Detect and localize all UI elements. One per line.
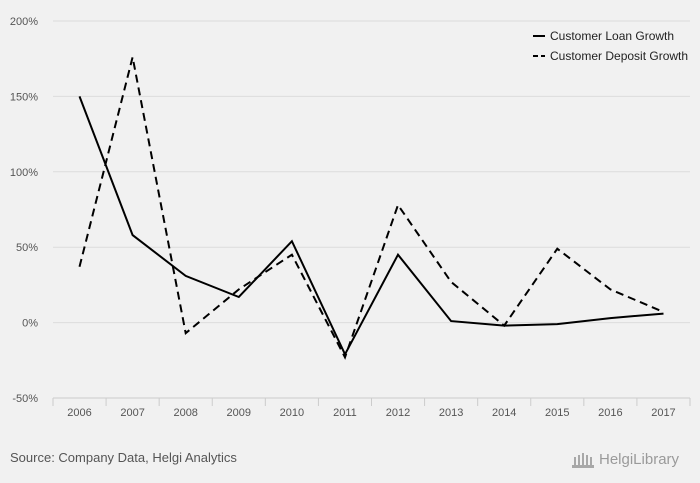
data-point[interactable] bbox=[130, 232, 136, 238]
y-tick-label: 50% bbox=[16, 242, 38, 254]
y-tick-label: 150% bbox=[10, 91, 38, 103]
legend-item-deposit[interactable]: Customer Deposit Growth bbox=[533, 49, 688, 63]
x-tick-label: 2006 bbox=[67, 407, 91, 419]
x-tick-label: 2007 bbox=[120, 407, 144, 419]
y-tick-label: 100% bbox=[10, 167, 38, 179]
logo-text: HelgiLibrary bbox=[599, 450, 680, 468]
series-lines bbox=[77, 54, 666, 360]
legend-label-loan: Customer Loan Growth bbox=[550, 29, 674, 43]
data-point[interactable] bbox=[289, 238, 295, 244]
legend-label-deposit: Customer Deposit Growth bbox=[550, 49, 688, 63]
data-point[interactable] bbox=[395, 202, 401, 208]
y-tick-label: 0% bbox=[22, 318, 38, 330]
x-tick-label: 2011 bbox=[333, 407, 357, 419]
source-note: Source: Company Data, Helgi Analytics bbox=[10, 450, 237, 465]
y-axis-tick-labels: -50% 0% 50% 100% 150% 200% bbox=[10, 16, 38, 405]
data-point[interactable] bbox=[130, 54, 136, 60]
y-tick-label: -50% bbox=[12, 393, 38, 405]
grid-lines bbox=[53, 20, 690, 324]
x-tick-label: 2017 bbox=[651, 407, 675, 419]
data-point[interactable] bbox=[183, 273, 189, 279]
data-point[interactable] bbox=[183, 330, 189, 336]
data-point[interactable] bbox=[554, 246, 560, 252]
data-point[interactable] bbox=[448, 279, 454, 285]
data-point[interactable] bbox=[236, 286, 242, 292]
data-point[interactable] bbox=[607, 315, 613, 321]
data-point[interactable] bbox=[501, 323, 507, 329]
data-point[interactable] bbox=[77, 264, 83, 270]
y-tick-label: 200% bbox=[10, 16, 38, 28]
data-point[interactable] bbox=[395, 252, 401, 258]
legend: Customer Loan Growth Customer Deposit Gr… bbox=[533, 29, 688, 63]
x-tick-label: 2010 bbox=[280, 407, 304, 419]
helgi-library-logo: HelgiLibrary bbox=[571, 448, 679, 470]
x-axis-tick-labels: 2006 2007 2008 2009 2010 2011 2012 2013 2014 2015… bbox=[67, 407, 675, 419]
x-tick-label: 2013 bbox=[439, 407, 463, 419]
series-line-customer-loan-growth[interactable] bbox=[78, 96, 664, 357]
data-point[interactable] bbox=[660, 309, 666, 315]
legend-item-loan[interactable]: Customer Loan Growth bbox=[533, 29, 674, 43]
data-point[interactable] bbox=[607, 286, 613, 292]
data-point[interactable] bbox=[289, 252, 295, 258]
x-tick-label: 2012 bbox=[386, 407, 410, 419]
x-axis bbox=[52, 397, 691, 406]
data-point[interactable] bbox=[448, 318, 454, 324]
series-line-customer-deposit-growth[interactable] bbox=[78, 56, 664, 360]
x-tick-label: 2014 bbox=[492, 407, 516, 419]
x-tick-label: 2016 bbox=[598, 407, 622, 419]
data-point[interactable] bbox=[342, 354, 348, 360]
data-point[interactable] bbox=[554, 321, 560, 327]
x-tick-label: 2009 bbox=[227, 407, 251, 419]
x-tick-label: 2008 bbox=[173, 407, 197, 419]
x-tick-label: 2015 bbox=[545, 407, 569, 419]
library-building-icon bbox=[572, 453, 594, 468]
data-point[interactable] bbox=[236, 294, 242, 300]
data-point[interactable] bbox=[77, 93, 83, 99]
